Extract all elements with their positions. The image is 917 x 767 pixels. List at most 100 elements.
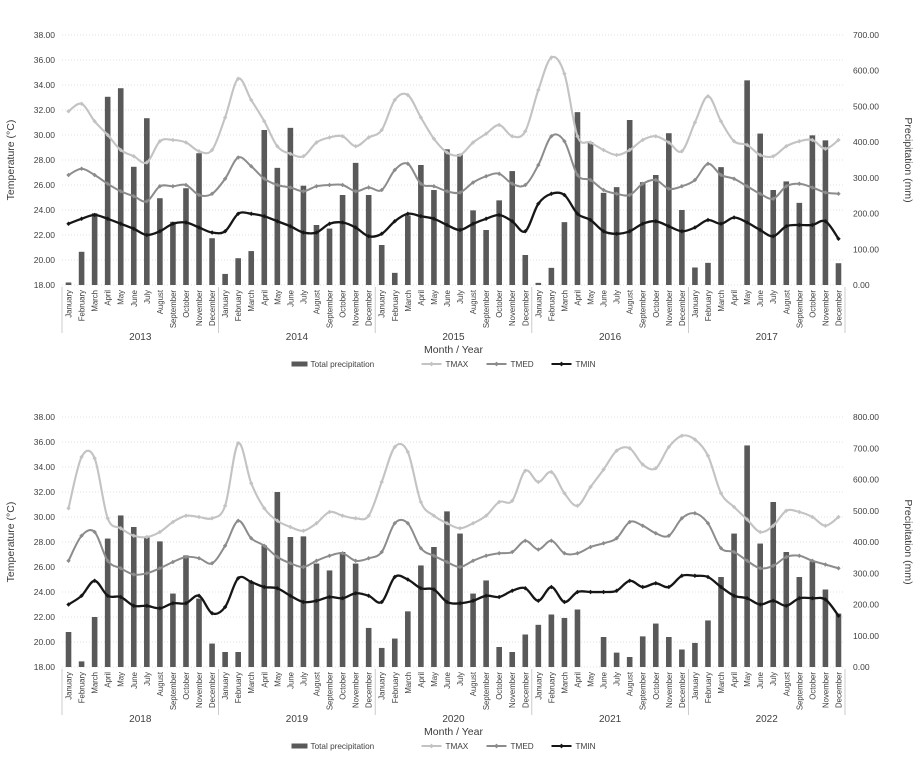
precipitation-bar bbox=[470, 210, 476, 285]
line-marker bbox=[653, 219, 658, 224]
line-marker bbox=[784, 184, 789, 189]
precipitation-bar bbox=[391, 638, 398, 667]
precipitation-bar bbox=[78, 661, 85, 667]
line-marker bbox=[692, 511, 698, 516]
line-marker bbox=[640, 181, 645, 186]
line-marker bbox=[470, 180, 476, 185]
line-marker bbox=[275, 182, 280, 188]
line-marker bbox=[92, 578, 97, 583]
line-marker bbox=[575, 172, 580, 178]
line-marker bbox=[183, 140, 189, 145]
line-marker bbox=[314, 598, 319, 603]
line-marker bbox=[510, 549, 515, 555]
month-label: July bbox=[456, 672, 465, 686]
line-marker bbox=[718, 119, 724, 124]
line-marker bbox=[275, 144, 280, 149]
precip-axis-tick-label: 300.00 bbox=[853, 568, 879, 578]
month-label: July bbox=[613, 672, 622, 686]
line-marker bbox=[209, 611, 215, 616]
line-marker bbox=[144, 199, 150, 204]
line-marker bbox=[457, 564, 463, 570]
line-marker bbox=[588, 140, 593, 145]
precipitation-axis-title: Precipitation (mm) bbox=[902, 499, 914, 584]
precipitation-bar bbox=[130, 166, 137, 285]
precipitation-bar bbox=[431, 547, 437, 667]
precipitation-bar bbox=[679, 649, 685, 667]
line-marker bbox=[575, 134, 580, 139]
line-marker bbox=[523, 538, 528, 543]
line-marker bbox=[666, 533, 672, 538]
precipitation-bar bbox=[796, 577, 803, 667]
line-marker bbox=[536, 598, 541, 603]
precipitation-bar bbox=[300, 185, 307, 285]
line-marker bbox=[183, 513, 189, 518]
line-marker bbox=[496, 551, 502, 556]
precipitation-bar bbox=[91, 213, 98, 285]
temp-axis-tick-label: 34.00 bbox=[34, 80, 56, 90]
line-marker bbox=[209, 516, 215, 521]
precipitation-bar bbox=[509, 171, 516, 285]
line-marker bbox=[379, 231, 384, 236]
line-marker bbox=[353, 558, 358, 563]
legend-series-label: TMED bbox=[511, 360, 534, 369]
line-marker bbox=[222, 176, 228, 181]
precipitation-bar bbox=[574, 609, 581, 667]
month-label: January bbox=[534, 672, 543, 700]
precipitation-bar bbox=[561, 222, 568, 285]
line-marker bbox=[562, 71, 567, 76]
line-marker bbox=[744, 142, 750, 148]
line-marker bbox=[183, 182, 189, 188]
line-marker bbox=[523, 229, 528, 234]
line-marker bbox=[118, 189, 123, 194]
month-label: October bbox=[339, 672, 348, 700]
line-marker bbox=[379, 187, 384, 193]
line-marker bbox=[483, 131, 489, 136]
line-marker bbox=[444, 559, 450, 565]
legend-precip-label: Total precipitation bbox=[311, 742, 375, 751]
line-marker bbox=[105, 132, 110, 138]
line-marker bbox=[288, 524, 293, 530]
month-label: February bbox=[547, 672, 556, 703]
month-label: August bbox=[312, 671, 321, 696]
line-marker bbox=[510, 498, 515, 503]
tmax-line bbox=[67, 434, 840, 539]
temp-axis-tick-label: 28.00 bbox=[34, 155, 56, 165]
month-label: May bbox=[430, 290, 439, 305]
line-marker bbox=[327, 594, 332, 600]
line-marker bbox=[144, 603, 150, 608]
line-marker bbox=[405, 449, 411, 455]
line-marker bbox=[144, 534, 150, 540]
month-label: April bbox=[730, 672, 739, 688]
line-marker bbox=[275, 518, 280, 523]
month-label: February bbox=[704, 290, 713, 321]
precipitation-bar bbox=[183, 555, 189, 667]
line-marker bbox=[523, 182, 528, 188]
line-marker bbox=[588, 544, 593, 550]
precipitation-bar bbox=[209, 643, 215, 667]
temp-axis-tick-label: 36.00 bbox=[34, 437, 56, 447]
line-marker bbox=[523, 586, 528, 591]
precipitation-bar bbox=[418, 165, 424, 285]
month-label: August bbox=[156, 289, 165, 314]
line-marker bbox=[653, 134, 658, 139]
tmax-line-markers bbox=[66, 55, 841, 165]
line-marker bbox=[797, 553, 802, 558]
month-label: September bbox=[326, 672, 335, 711]
precipitation-bar bbox=[222, 273, 228, 285]
line-marker bbox=[327, 509, 332, 515]
precipitation-bar bbox=[626, 120, 633, 285]
precip-axis-tick-label: 700.00 bbox=[853, 30, 879, 40]
line-marker bbox=[66, 172, 71, 178]
x-axis-title: Month / Year bbox=[424, 344, 483, 356]
temp-axis-tick-label: 18.00 bbox=[34, 662, 56, 672]
legend-precip-swatch bbox=[291, 361, 308, 367]
line-marker bbox=[222, 229, 228, 234]
line-marker bbox=[392, 521, 397, 526]
line-marker bbox=[379, 549, 384, 555]
line-marker bbox=[262, 506, 267, 511]
month-label: June bbox=[756, 672, 765, 689]
precipitation-bar bbox=[679, 210, 685, 285]
precipitation-bars bbox=[65, 80, 842, 286]
line-marker bbox=[314, 230, 319, 235]
month-label: November bbox=[352, 290, 361, 326]
